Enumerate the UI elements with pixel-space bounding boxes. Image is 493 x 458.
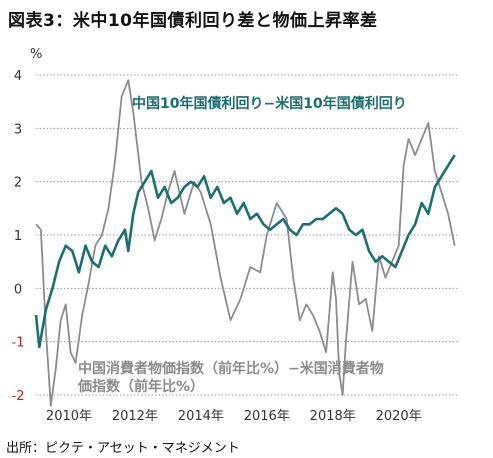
series-lines (34, 79, 456, 407)
chart-title: 図表3：米中10年国債利回り差と物価上昇率差 (8, 11, 378, 31)
y-tick-label: 2 (14, 176, 22, 191)
series-line-cpi-diff (35, 79, 456, 407)
y-axis-ticks: 4 3 2 1 0 -1 -2 (12, 69, 25, 404)
x-tick-label: 2010年 (46, 409, 92, 424)
y-tick-label: -1 (12, 336, 25, 351)
series-line-yield-spread (34, 154, 456, 349)
y-tick-label: 0 (14, 282, 22, 297)
y-tick-label: -2 (12, 389, 25, 404)
x-tick-label: 2018年 (310, 409, 356, 424)
y-tick-label: 1 (14, 229, 22, 244)
x-axis-ticks: 2010年 2012年 2014年 2016年 2018年 2020年 (46, 409, 422, 424)
x-tick-label: 2014年 (178, 409, 224, 424)
x-tick-label: 2012年 (112, 409, 158, 424)
x-tick-label: 2016年 (244, 409, 290, 424)
series-label-yield-spread: 中国10年国債利回り−米国10年国債利回り (132, 95, 407, 112)
y-tick-label: 4 (14, 69, 22, 84)
series-label-cpi-diff: 中国消費者物価指数（前年比%）−米国消費者物 価指数（前年比%） (77, 360, 389, 395)
y-tick-label: 3 (14, 122, 22, 137)
source-note: 出所：ピクテ・アセット・マネジメント (6, 441, 240, 456)
y-axis-unit: % (30, 47, 42, 62)
gridlines (36, 74, 458, 396)
x-tick-label: 2020年 (376, 409, 422, 424)
